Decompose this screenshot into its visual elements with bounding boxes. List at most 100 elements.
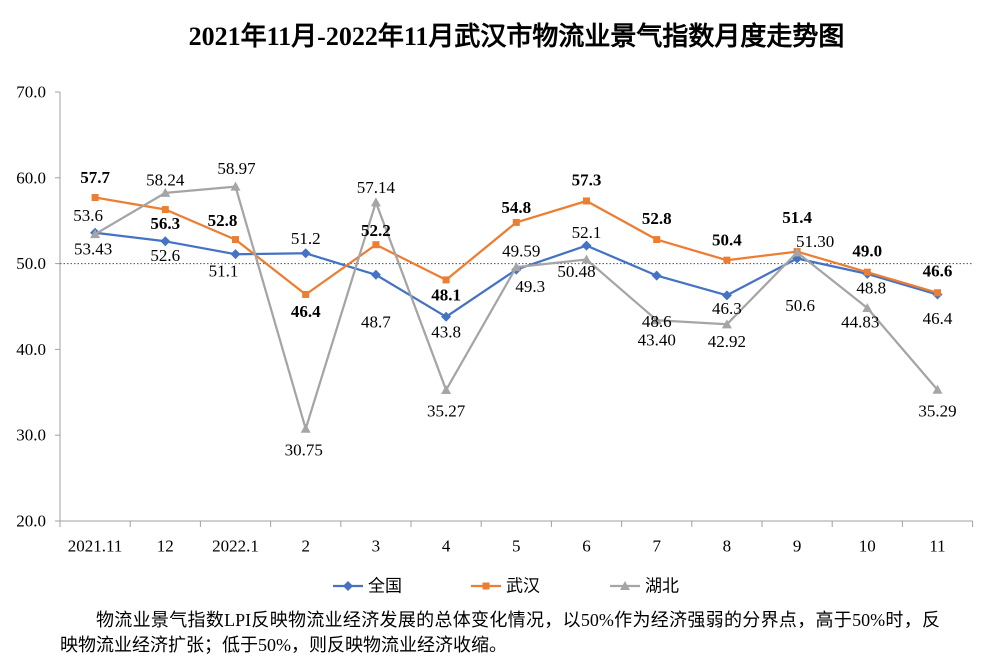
hubei-data-label: 49.59: [502, 242, 540, 261]
wuhan-marker: [91, 194, 99, 202]
wuhan-data-label: 49.0: [852, 242, 882, 261]
hubei-marker: [90, 229, 101, 239]
national-data-label: 52.1: [572, 223, 602, 242]
wuhan-marker: [232, 236, 239, 244]
x-tick-label: 12: [157, 537, 174, 556]
x-tick-label: 2022.1: [212, 537, 259, 556]
x-tick-label: 3: [372, 537, 381, 556]
wuhan-data-label: 54.8: [501, 198, 531, 217]
hubei-data-label: 58.97: [217, 159, 256, 178]
hubei-data-label: 51.30: [796, 232, 834, 251]
national-data-label: 49.3: [515, 277, 545, 296]
wuhan-data-label: 52.2: [361, 221, 391, 240]
hubei-marker: [932, 384, 943, 394]
hubei-data-label: 43.40: [638, 331, 676, 350]
wuhan-marker: [512, 218, 520, 226]
x-tick-label: 6: [582, 537, 591, 556]
national-data-label: 52.6: [150, 246, 180, 265]
hubei-marker: [230, 181, 241, 191]
data-labels: 53.6 52.6 51.1 51.2 48.7 43.8 49.3 52.1 48.6 46.3…: [73, 159, 956, 459]
hubei-marker: [792, 247, 803, 257]
legend-item-wuhan: 武汉: [471, 577, 540, 596]
national-data-label: 48.6: [642, 312, 672, 331]
y-tick-label: 70.0: [16, 83, 46, 102]
x-tick-label: 11: [929, 537, 945, 556]
national-data-label: 48.8: [856, 278, 886, 297]
national-marker: [441, 311, 452, 322]
chart-title: 2021年11月-2022年11月武汉市物流业景气指数月度走势图: [188, 22, 845, 51]
x-tick-label: 2: [301, 537, 310, 556]
hubei-marker: [511, 262, 522, 272]
wuhan-data-label: 50.4: [712, 231, 742, 250]
y-tick-label: 50.0: [16, 254, 46, 273]
wuhan-marker: [161, 206, 169, 214]
y-tick-label: 40.0: [16, 340, 46, 359]
hubei-data-label: 35.27: [427, 401, 466, 420]
x-tick-label: 5: [512, 537, 521, 556]
hubei-data-label: 42.92: [708, 332, 746, 351]
wuhan-marker: [934, 289, 941, 297]
hubei-data-label: 30.75: [285, 440, 323, 459]
wuhan-marker: [653, 236, 661, 244]
national-marker: [651, 270, 662, 281]
wuhan-data-label: 57.3: [572, 170, 602, 189]
hubei-data-label: 58.24: [146, 170, 185, 189]
hubei-marker: [370, 197, 381, 207]
national-data-label: 43.8: [431, 322, 461, 341]
hubei-data-label: 35.29: [918, 401, 956, 420]
national-marker: [370, 269, 381, 280]
national-marker: [581, 240, 592, 251]
legend-marker-national: [343, 581, 353, 591]
x-tick-label: 9: [793, 537, 802, 556]
y-tick-label: 30.0: [16, 426, 46, 445]
wuhan-data-label: 48.1: [431, 285, 461, 304]
x-tick-label: 7: [652, 537, 661, 556]
national-marker: [300, 248, 311, 259]
national-data-label: 51.2: [291, 229, 321, 248]
national-data-label: 46.3: [712, 299, 742, 318]
wuhan-data-label: 46.4: [291, 302, 321, 321]
hubei-data-label: 44.83: [841, 312, 879, 331]
hubei-marker: [721, 319, 732, 329]
legend-marker-hubei: [620, 581, 630, 590]
wuhan-data-label: 52.8: [208, 211, 238, 230]
legend-marker-wuhan: [482, 582, 490, 590]
hubei-marker: [651, 315, 662, 325]
national-data-label: 51.1: [209, 262, 239, 281]
hubei-marker: [581, 254, 592, 264]
wuhan-marker: [372, 241, 380, 249]
hubei-marker: [862, 302, 873, 312]
hubei-marker: [441, 384, 452, 394]
wuhan-data-label: 56.3: [150, 214, 180, 233]
national-marker: [160, 236, 171, 247]
wuhan-marker: [723, 256, 731, 264]
national-data-label: 48.7: [361, 312, 391, 331]
wuhan-marker: [583, 197, 590, 205]
footnote-text: 物流业景气指数LPI反映物流业经济发展的总体变化情况，以50%作为经济强弱的分界…: [60, 610, 940, 655]
hubei-marker: [300, 423, 311, 433]
hubei-data-label: 57.14: [357, 178, 396, 197]
wuhan-data-label: 57.7: [80, 168, 110, 187]
legend-item-national: 全国: [333, 577, 402, 596]
x-tick-label: 4: [442, 537, 451, 556]
wuhan-marker: [302, 290, 310, 298]
x-tick-label: 2021.11: [68, 537, 123, 556]
legend-label-hubei: 湖北: [645, 577, 679, 596]
legend-label-national: 全国: [368, 577, 402, 596]
x-tick-label: 8: [723, 537, 732, 556]
y-tick-label: 20.0: [16, 512, 46, 531]
national-marker: [230, 249, 241, 260]
wuhan-data-label: 51.4: [782, 208, 812, 227]
legend-item-hubei: 湖北: [610, 577, 679, 596]
wuhan-data-label: 46.6: [923, 261, 953, 280]
national-data-label: 50.6: [785, 296, 815, 315]
wuhan-data-label: 52.8: [642, 209, 672, 228]
hubei-data-label: 53.43: [74, 240, 112, 259]
national-data-label: 46.4: [923, 309, 953, 328]
hubei-marker: [160, 187, 171, 197]
national-marker: [721, 290, 732, 301]
national-data-label: 53.6: [73, 206, 103, 225]
x-tick-label: 10: [859, 537, 876, 556]
